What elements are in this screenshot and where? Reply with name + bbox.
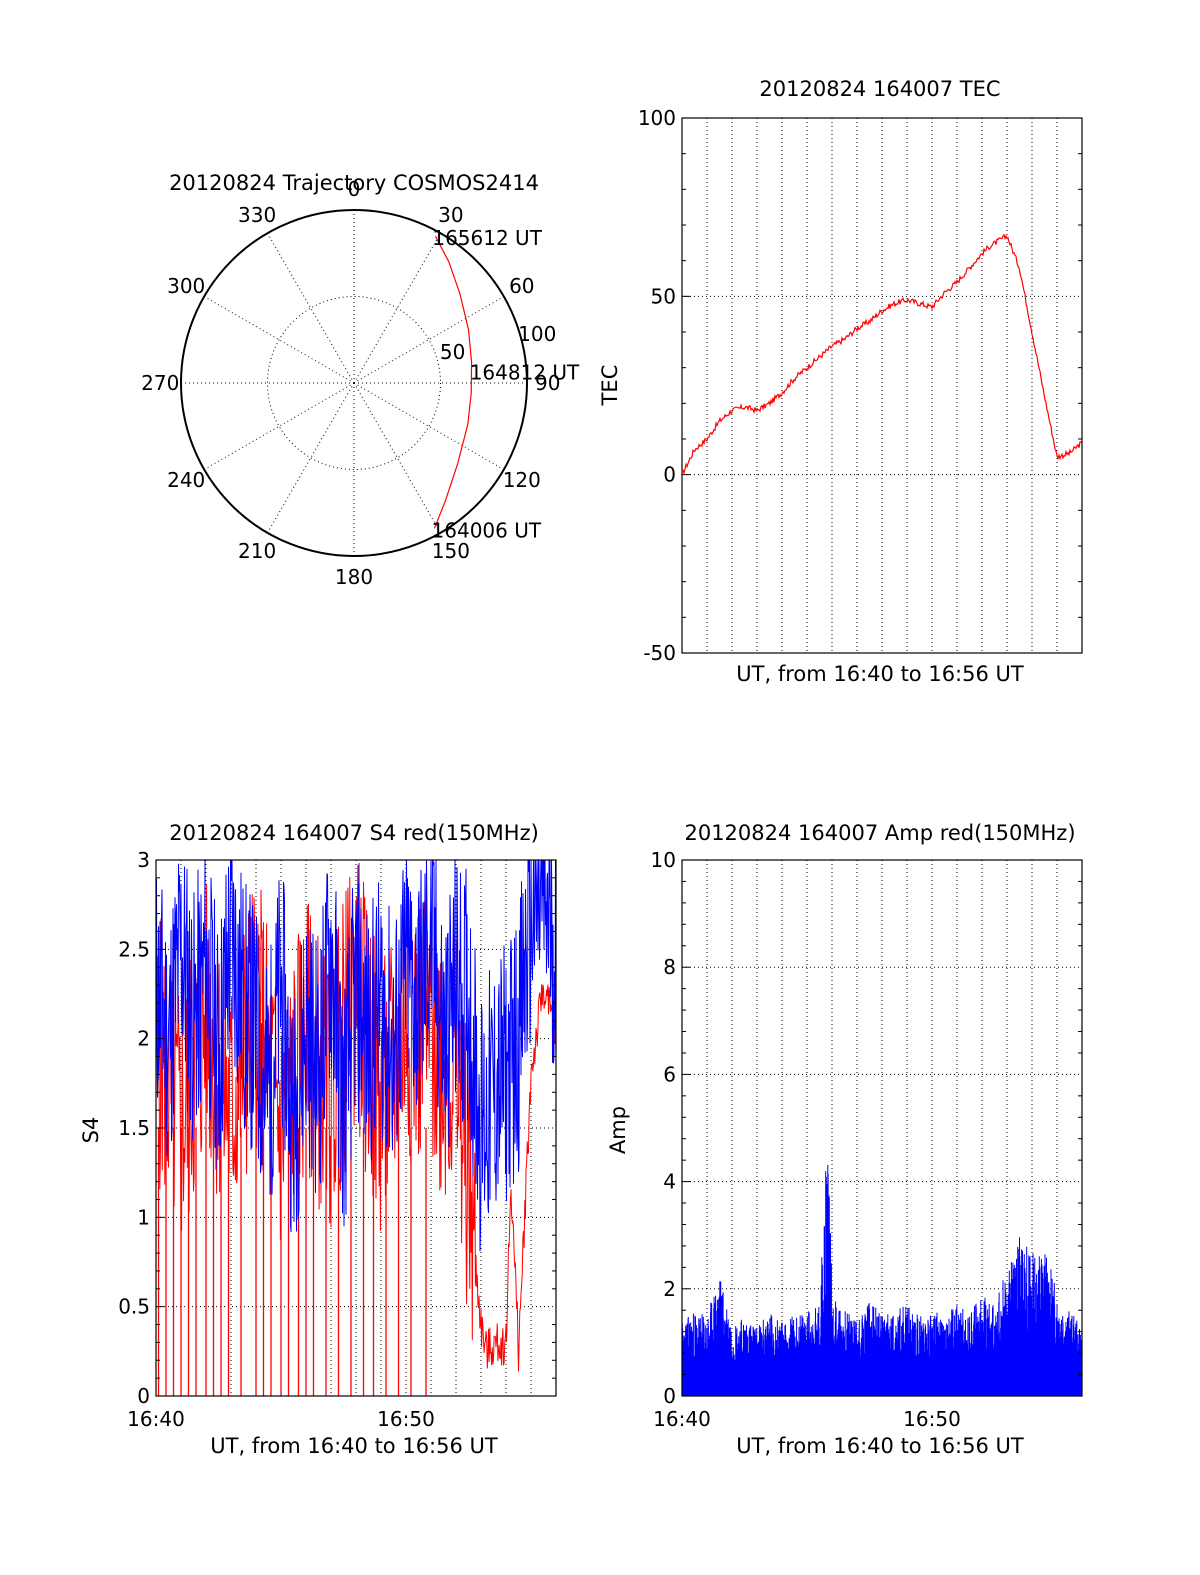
polar-azimuth-label: 240 [167,468,205,492]
tec-grid [682,118,1082,653]
polar-spoke [353,382,441,534]
s4-y-tick-label: 0.5 [118,1295,150,1319]
polar-azimuth-label: 210 [238,539,276,563]
polar-azimuth-label: 60 [509,274,534,298]
s4-y-ticks: 0 0.5 1 1.5 2 2.5 3 [118,848,556,1408]
tec-plot-frame [681,117,1083,654]
polar-radial-label: 100 [518,322,556,346]
trajectory-polar-plot: 20120824 Trajectory COSMOS2414 0 30 60 90 12… [141,171,580,589]
polar-azimuth-label: 120 [503,468,541,492]
amp-y-tick-label: 0 [663,1384,676,1408]
s4-series [155,859,557,1396]
amp-x-axis-label: UT, from 16:40 to 16:56 UT [736,1434,1024,1458]
s4-y-tick-label: 3 [137,848,150,872]
s4-title: 20120824 164007 S4 red(150MHz) [169,821,539,845]
s4-blue-series-line [155,859,557,1252]
polar-azimuth-label: 30 [438,203,463,227]
trajectory-title: 20120824 Trajectory COSMOS2414 [169,171,539,195]
amp-y-tick-label: 10 [651,848,676,872]
tec-series [681,233,1083,476]
trajectory-time-label: 165612 UT [432,226,542,250]
amp-x-tick-label: 16:40 [653,1407,711,1431]
amp-y-axis-label: Amp [606,1106,630,1154]
s4-x-tick-label: 16:40 [127,1407,185,1431]
s4-x-tick-label: 16:50 [377,1407,435,1431]
tec-y-tick-label: 50 [651,284,676,308]
amp-plot: 20120824 164007 Amp red(150MHz) 0246810 … [606,821,1083,1458]
trajectory-time-label: 164812 UT [470,361,580,385]
polar-radial-label: 50 [440,340,465,364]
polar-spoke [353,296,505,384]
trajectory-annotations: 165612 UT 164812 UT 164006 UT [432,226,581,542]
amp-x-ticks: 16:40 16:50 [653,1407,961,1431]
polar-azimuth-label: 270 [141,371,179,395]
s4-y-tick-label: 2 [137,1027,150,1051]
tec-title: 20120824 164007 TEC [759,77,1000,101]
tec-x-axis-label: UT, from 16:40 to 16:56 UT [736,662,1024,686]
s4-y-tick-label: 0 [137,1384,150,1408]
s4-y-tick-label: 2.5 [118,937,150,961]
amp-title: 20120824 164007 Amp red(150MHz) [684,821,1075,845]
polar-azimuth-label: 150 [432,539,470,563]
amp-grid [682,860,1082,1396]
s4-y-tick-label: 1.5 [118,1116,150,1140]
amp-y-ticks: 0 2 4 6 8 10 [651,848,1082,1408]
trajectory-time-label: 164006 UT [432,518,542,542]
polar-spoke [267,232,355,384]
s4-plot: 20120824 164007 S4 red(150MHz) 0 0.5 1 1.5 2… [79,821,557,1458]
trajectory-line [433,235,473,529]
tec-series-line [681,233,1083,476]
s4-x-ticks: 16:40 16:50 [127,1407,435,1431]
amp-y-tick-label: 2 [663,1277,676,1301]
tec-plot: 20120824 164007 TEC -50 0 50 100 UT, from 1… [598,77,1083,686]
polar-grid [181,210,527,556]
amp-plot-frame [681,859,1083,1397]
polar-azimuth-labels: 0 30 60 90 120 150 180 210 240 270 300 330 [141,177,560,589]
polar-azimuth-label: 300 [167,274,205,298]
tec-y-tick-label: 100 [638,106,676,130]
tec-y-tick-label: 0 [663,463,676,487]
s4-x-axis-label: UT, from 16:40 to 16:56 UT [210,1434,498,1458]
amp-y-tick-label: 8 [663,955,676,979]
polar-spoke [203,382,355,470]
polar-spoke [353,382,505,470]
s4-y-axis-label: S4 [79,1117,103,1144]
polar-spoke [267,382,355,534]
amp-y-tick-label: 6 [663,1062,676,1086]
s4-y-tick-label: 1 [137,1205,150,1229]
polar-azimuth-label: 0 [348,177,361,201]
polar-azimuth-label: 180 [335,565,373,589]
tec-y-axis-label: TEC [598,365,622,407]
polar-azimuth-label: 90 [535,371,560,395]
polar-azimuth-label: 330 [238,203,276,227]
amp-x-tick-label: 16:50 [903,1407,961,1431]
polar-spoke [353,232,441,384]
tec-y-ticks: -50 0 50 100 [638,106,1082,665]
amp-y-tick-label: 4 [663,1170,676,1194]
polar-ring [267,296,441,470]
polar-radial-labels: 50 100 [440,322,556,364]
polar-spoke [203,296,355,384]
polar-outer-circle [180,209,528,557]
tec-y-tick-label: -50 [643,641,676,665]
